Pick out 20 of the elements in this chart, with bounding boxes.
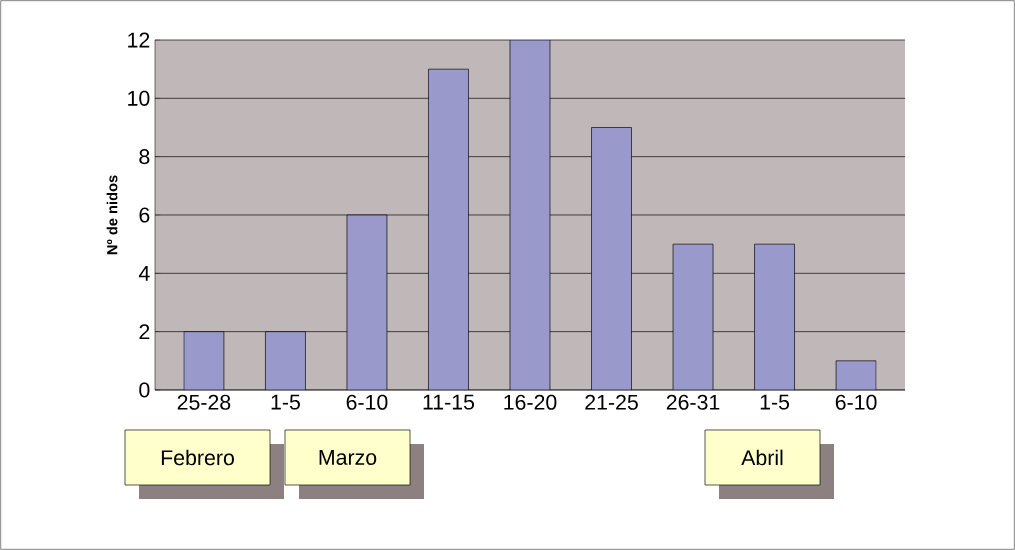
x-tick-label: 6-10	[835, 394, 877, 410]
y-tick-label: 8	[139, 149, 150, 165]
text: Marzo	[319, 450, 377, 465]
x-tick-label: 11-15	[423, 394, 475, 410]
y-tick-label: 12	[128, 32, 150, 48]
x-tick-label: 21-25	[585, 394, 638, 410]
x-tick-label: 26-31	[666, 394, 720, 410]
x-tick-label: 1-5	[760, 394, 790, 410]
y-tick-label: 0	[139, 382, 150, 398]
y-tick-label: 10	[128, 90, 150, 106]
y-tick-label: 6	[139, 207, 150, 223]
y-tick-label: 2	[139, 324, 150, 340]
y-tick-label: 4	[138, 265, 150, 281]
text: Abril	[741, 449, 783, 466]
y-axis-title: Nº de nidos	[106, 175, 118, 255]
x-tick-label: 1-5	[271, 394, 300, 410]
text: Febrero	[161, 449, 234, 466]
x-tick-label: 16-20	[504, 394, 557, 410]
x-tick-label: 25-28	[177, 394, 231, 410]
x-tick-label: 6-10	[346, 394, 388, 410]
